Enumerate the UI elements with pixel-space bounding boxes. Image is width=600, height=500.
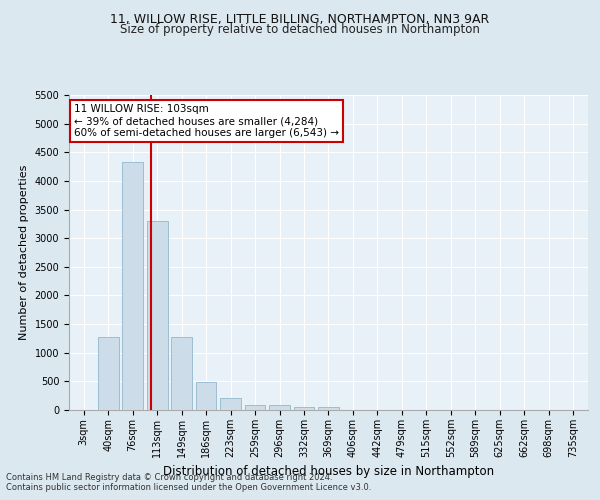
Bar — [293, 407, 314, 410]
Text: Contains HM Land Registry data © Crown copyright and database right 2024.: Contains HM Land Registry data © Crown c… — [6, 474, 332, 482]
Bar — [245, 405, 265, 410]
Bar — [98, 338, 119, 410]
Bar — [196, 382, 217, 410]
Text: Size of property relative to detached houses in Northampton: Size of property relative to detached ho… — [120, 22, 480, 36]
Bar — [220, 398, 241, 410]
Text: 11 WILLOW RISE: 103sqm
← 39% of detached houses are smaller (4,284)
60% of semi-: 11 WILLOW RISE: 103sqm ← 39% of detached… — [74, 104, 339, 138]
Bar — [269, 406, 290, 410]
X-axis label: Distribution of detached houses by size in Northampton: Distribution of detached houses by size … — [163, 466, 494, 478]
Text: Contains public sector information licensed under the Open Government Licence v3: Contains public sector information licen… — [6, 484, 371, 492]
Bar — [171, 336, 192, 410]
Bar — [318, 407, 339, 410]
Bar — [147, 221, 167, 410]
Bar — [122, 162, 143, 410]
Y-axis label: Number of detached properties: Number of detached properties — [19, 165, 29, 340]
Text: 11, WILLOW RISE, LITTLE BILLING, NORTHAMPTON, NN3 9AR: 11, WILLOW RISE, LITTLE BILLING, NORTHAM… — [110, 12, 490, 26]
